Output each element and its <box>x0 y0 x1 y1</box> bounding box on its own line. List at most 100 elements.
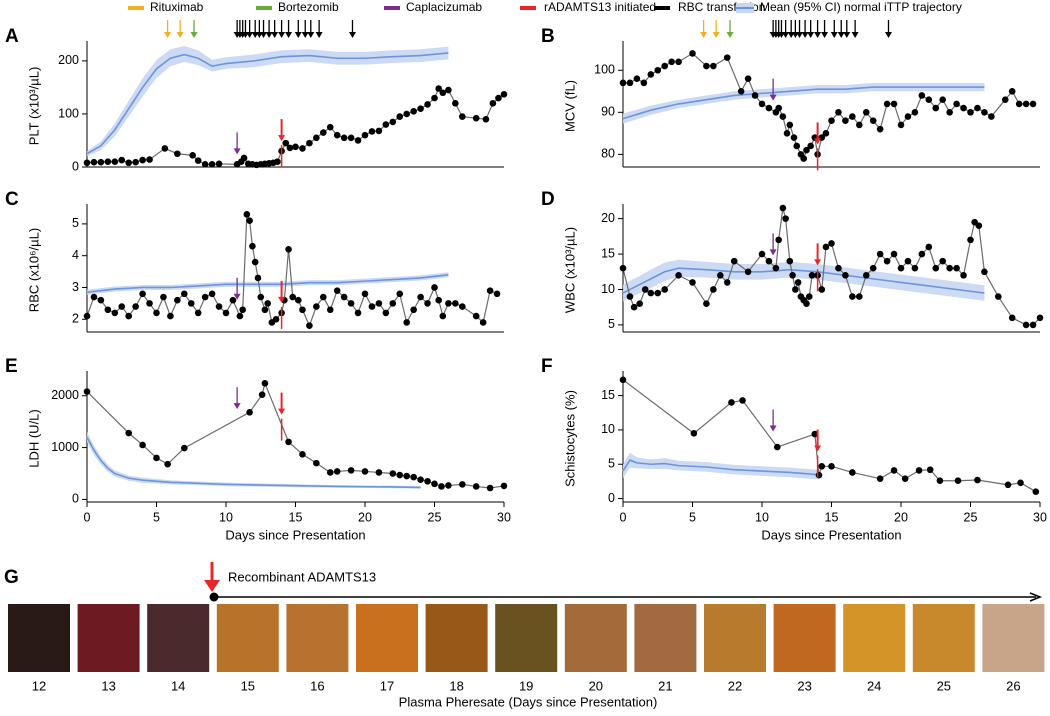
patient-point <box>915 467 923 474</box>
patient-point <box>668 58 675 66</box>
patient-point <box>246 217 253 225</box>
patient-point <box>925 243 933 251</box>
patient-point <box>1029 321 1037 329</box>
patient-point <box>249 242 256 250</box>
plasma-sample <box>77 604 140 672</box>
patient-point <box>417 476 424 484</box>
patient-point <box>472 114 480 122</box>
patient-point <box>201 161 209 168</box>
patient-point <box>862 109 870 116</box>
event-arrow <box>884 20 892 38</box>
patient-point <box>194 157 202 164</box>
patient-point <box>482 115 490 123</box>
event-arrow-head <box>285 32 293 38</box>
patient-line <box>86 87 505 166</box>
patient-point <box>313 134 320 142</box>
event-arrow-head <box>700 32 708 38</box>
patient-point <box>828 463 835 470</box>
panel-letter: G <box>4 567 19 588</box>
event-arrow-head <box>307 32 315 38</box>
patient-point <box>975 222 983 230</box>
patient-point <box>174 150 181 158</box>
sample-day-label: 13 <box>101 678 115 693</box>
event-arrow <box>260 20 268 38</box>
patient-point <box>723 279 731 286</box>
event-arrow-head <box>315 32 323 38</box>
patient-point <box>1036 314 1044 322</box>
patient-point <box>118 156 126 164</box>
event-arrow <box>246 20 254 38</box>
patient-point <box>445 300 452 307</box>
patient-point <box>286 144 294 152</box>
patient-point <box>849 293 856 300</box>
y-tick-label: 0 <box>72 492 79 506</box>
patient-point <box>306 139 313 147</box>
event-arrow <box>782 20 790 38</box>
event-arrow-head <box>246 32 254 38</box>
panel-letter: B <box>541 26 555 47</box>
mean-line <box>622 86 985 120</box>
plasma-sample <box>286 604 349 672</box>
patient-point <box>897 264 905 272</box>
patient-point <box>111 158 119 165</box>
y-axis-title: RBC (x10⁶/µL) <box>26 228 41 312</box>
event-arrow-head <box>271 32 279 38</box>
patient-point <box>728 399 735 406</box>
patient-point <box>689 50 696 57</box>
patient-point <box>619 376 627 384</box>
patient-point <box>389 300 397 307</box>
patient-point <box>818 286 826 293</box>
patient-point <box>792 286 799 293</box>
event-arrow <box>796 20 804 38</box>
x-tick-label: 25 <box>428 510 442 524</box>
event-arrow <box>233 387 241 410</box>
patient-point <box>382 121 390 128</box>
x-tick-label: 0 <box>620 510 627 524</box>
patient-point <box>1008 314 1016 322</box>
patient-point <box>326 469 334 476</box>
event-arrow <box>176 20 184 38</box>
patient-point <box>794 279 802 286</box>
panel-letter: D <box>541 189 555 210</box>
patient-point <box>869 264 877 272</box>
patient-point <box>946 264 953 272</box>
patient-point <box>1032 488 1040 496</box>
patient-point <box>240 154 248 162</box>
patient-point <box>340 293 348 301</box>
patient-point <box>424 300 431 307</box>
patient-point <box>786 121 794 129</box>
event-arrow <box>814 20 822 38</box>
patient-point <box>382 309 390 317</box>
patient-point <box>808 272 816 279</box>
y-tick-label: 200 <box>58 53 79 67</box>
patient-point <box>125 312 132 320</box>
patient-point <box>911 264 919 272</box>
y-tick-label: 2 <box>72 312 79 326</box>
patient-point <box>354 137 362 144</box>
patient-point <box>981 109 988 116</box>
event-arrow-head <box>814 138 822 145</box>
patient-point <box>90 293 98 301</box>
y-tick-label: 90 <box>601 105 615 119</box>
patient-point <box>208 161 216 168</box>
patient-point <box>690 430 698 437</box>
patient-point <box>153 454 160 462</box>
patient-point <box>936 477 944 485</box>
patient-point <box>246 409 253 416</box>
patient-point <box>83 312 91 320</box>
plasma-sample <box>564 604 627 672</box>
patient-point <box>161 145 169 152</box>
patient-point <box>389 470 397 477</box>
panel-letter: C <box>5 189 19 210</box>
patient-point <box>775 236 782 244</box>
patient-point <box>828 240 835 247</box>
patient-point <box>849 469 856 476</box>
event-arrow <box>278 119 286 142</box>
patient-point <box>333 468 341 475</box>
plasma-sample <box>773 604 836 672</box>
sample-day-label: 20 <box>589 678 603 693</box>
patient-point <box>118 303 126 310</box>
legend-label: Rituximab <box>150 0 204 14</box>
patient-point <box>495 94 502 102</box>
patient-point <box>215 303 223 310</box>
